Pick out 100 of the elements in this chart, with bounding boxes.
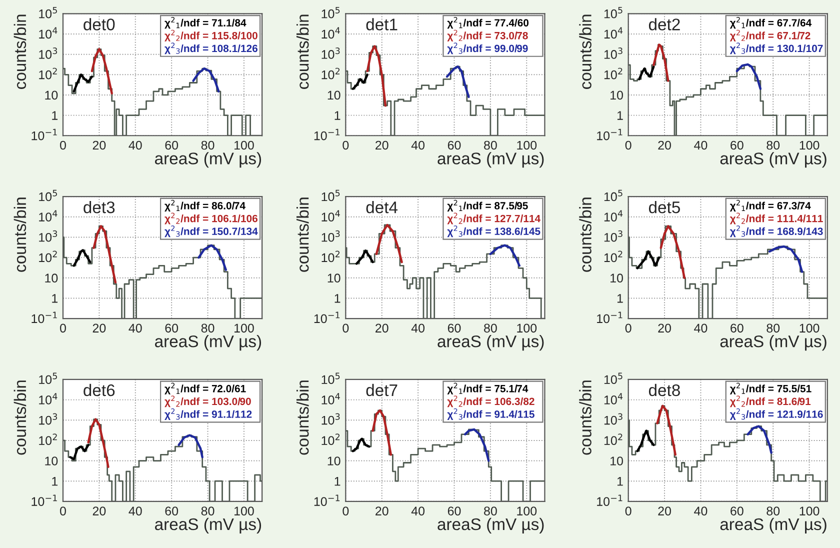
annotation: χ$^{2}$$_{3}$/ndf = 168.9/143 <box>730 226 823 238</box>
x-tick-label: 60 <box>730 324 744 333</box>
x-tick-label: 20 <box>376 506 388 516</box>
x-tick-label: 60 <box>730 506 744 516</box>
y-axis-title: counts/bin <box>296 380 309 455</box>
x-tick-label: 100 <box>234 324 254 333</box>
line-series <box>638 65 655 80</box>
y-tick-label: 10$^{4}$ <box>604 210 623 222</box>
y-tick-label: 10 <box>45 274 58 283</box>
line-series <box>489 244 521 267</box>
x-tick-label: 80 <box>484 324 497 333</box>
x-tick-label: 100 <box>800 506 820 516</box>
x-tick-label: 20 <box>658 140 671 150</box>
line-series <box>736 63 762 90</box>
x-tick-label: 20 <box>376 140 388 150</box>
x-tick-label: 20 <box>658 506 671 516</box>
x-axis-title: areaS (mV µs) <box>155 335 262 351</box>
annotation: χ$^{2}$$_{3}$/ndf = 150.7/134 <box>164 226 258 238</box>
annotation: χ$^{2}$$_{1}$/ndf = 67.3/74 <box>730 200 811 212</box>
x-axis-title: areaS (mV µs) <box>438 152 544 168</box>
annotation: det0 <box>84 18 115 30</box>
line-series <box>198 244 227 271</box>
x-tick-label: 0 <box>60 506 66 516</box>
x-tick-label: 20 <box>92 324 106 333</box>
y-tick-label: 10$^{2}$ <box>604 68 622 80</box>
line-series <box>92 225 117 284</box>
annotation: χ$^{2}$$_{2}$/ndf = 103.0/90 <box>164 396 251 408</box>
annotation: χ$^{2}$$_{3}$/ndf = 108.1/126 <box>164 42 258 54</box>
y-tick-label: 10$^{4}$ <box>604 27 623 39</box>
x-tick-label: 80 <box>201 324 214 333</box>
x-tick-label: 0 <box>60 140 66 150</box>
y-tick-label: 10$^{−1}$ <box>314 494 340 506</box>
line-series <box>355 249 374 265</box>
y-tick-label: 1 <box>334 111 340 120</box>
x-tick-label: 0 <box>60 324 66 333</box>
y-tick-label: 10$^{4}$ <box>604 393 623 404</box>
x-tick-label: 40 <box>128 506 142 516</box>
annotation: det4 <box>366 201 398 214</box>
y-axis-title: counts/bin <box>296 14 309 89</box>
y-tick-label: 10$^{3}$ <box>39 230 58 242</box>
x-tick-label: 0 <box>625 506 632 516</box>
annotation: det6 <box>84 384 115 396</box>
y-tick-label: 10$^{5}$ <box>322 372 340 384</box>
y-tick-label: 10$^{2}$ <box>604 434 622 446</box>
y-tick-label: 10$^{3}$ <box>39 413 58 425</box>
annotation: χ$^{2}$$_{3}$/ndf = 130.1/107 <box>730 42 823 54</box>
y-tick-label: 10$^{2}$ <box>39 250 57 262</box>
y-tick-label: 10$^{3}$ <box>322 413 340 425</box>
x-axis-title: areaS (mV µs) <box>155 518 262 534</box>
x-axis-title: areaS (mV µs) <box>438 335 544 351</box>
line-series <box>372 409 392 456</box>
annotation: det8 <box>648 384 680 396</box>
annotation: det2 <box>648 18 680 30</box>
x-tick-label: 100 <box>800 140 820 150</box>
x-tick-label: 0 <box>625 140 632 150</box>
y-tick-label: 10$^{3}$ <box>39 48 58 59</box>
y-tick-label: 10$^{3}$ <box>322 230 340 242</box>
annotation: χ$^{2}$$_{2}$/ndf = 67.1/72 <box>730 30 810 42</box>
x-tick-label: 0 <box>625 324 632 333</box>
y-tick-label: 10 <box>45 456 58 466</box>
y-tick-label: 1 <box>617 477 623 486</box>
y-tick-label: 10$^{5}$ <box>604 372 622 384</box>
x-tick-label: 40 <box>411 506 425 516</box>
x-tick-label: 40 <box>694 140 708 150</box>
annotation: χ$^{2}$$_{3}$/ndf = 91.4/115 <box>447 408 534 420</box>
x-tick-label: 40 <box>694 324 708 333</box>
x-tick-label: 100 <box>517 140 537 150</box>
y-tick-label: 10$^{5}$ <box>39 190 57 202</box>
y-tick-label: 10$^{2}$ <box>322 250 340 262</box>
y-tick-label: 10$^{5}$ <box>39 372 57 384</box>
y-tick-label: 10$^{−1}$ <box>32 494 57 506</box>
y-tick-label: 10$^{5}$ <box>322 6 340 18</box>
line-series <box>87 418 110 468</box>
y-tick-label: 10 <box>328 274 340 283</box>
x-tick-label: 60 <box>165 324 178 333</box>
y-tick-label: 10 <box>610 456 623 466</box>
annotation: χ$^{2}$$_{2}$/ndf = 106.3/82 <box>447 396 534 408</box>
x-tick-label: 40 <box>128 324 142 333</box>
x-axis-title: areaS (mV µs) <box>720 518 826 534</box>
line-series <box>636 250 660 270</box>
y-axis-title: counts/bin <box>14 14 26 89</box>
y-axis-title: counts/bin <box>14 380 26 455</box>
y-axis-title: counts/bin <box>579 198 592 272</box>
y-tick-label: 1 <box>334 477 340 486</box>
y-tick-label: 10 <box>45 90 58 100</box>
x-tick-label: 100 <box>517 506 537 516</box>
line-series <box>72 74 94 93</box>
y-tick-label: 1 <box>52 111 58 120</box>
y-tick-label: 10$^{3}$ <box>322 48 340 59</box>
line-series <box>768 245 804 273</box>
x-tick-label: 80 <box>201 506 214 516</box>
annotation: χ$^{2}$$_{1}$/ndf = 75.1/74 <box>447 382 528 394</box>
x-tick-label: 20 <box>92 140 106 150</box>
y-tick-label: 10$^{2}$ <box>322 68 340 80</box>
y-tick-label: 10 <box>328 90 340 100</box>
line-series <box>69 444 90 460</box>
x-tick-label: 80 <box>766 140 780 150</box>
x-tick-label: 60 <box>448 140 461 150</box>
y-tick-label: 1 <box>52 294 58 303</box>
x-tick-label: 20 <box>658 324 671 333</box>
